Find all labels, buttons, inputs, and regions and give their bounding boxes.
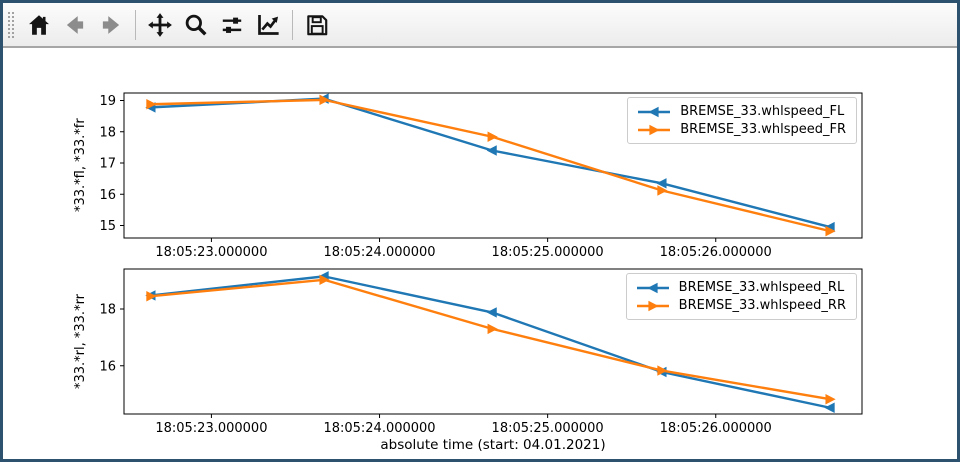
x-tick-label: 18:05:25.000000 xyxy=(492,245,604,260)
y-tick-label: 16 xyxy=(99,359,116,374)
x-tick-label: 18:05:26.000000 xyxy=(660,245,772,260)
x-tick-label: 18:05:24.000000 xyxy=(323,245,435,260)
data-point-marker xyxy=(487,323,498,335)
data-point-marker xyxy=(487,131,498,142)
toolbar-separator xyxy=(135,9,136,40)
back-button[interactable] xyxy=(58,7,92,43)
x-tick-label: 18:05:24.000000 xyxy=(323,421,435,436)
x-tick-label: 18:05:25.000000 xyxy=(492,421,604,436)
legend-label: BREMSE_33.whlspeed_RL xyxy=(678,280,845,295)
y-axis-label-top: *33.*fl, *33.*fr xyxy=(73,118,88,213)
legend-label: BREMSE_33.whlspeed_FR xyxy=(680,122,846,137)
sliders-icon xyxy=(222,17,242,33)
legend-marker-triangle-right xyxy=(636,300,669,311)
data-point-marker xyxy=(656,178,667,189)
configure-subplots-button[interactable] xyxy=(215,7,249,43)
subplot-top[interactable]: 18:05:23.000000 18:05:24.000000 18:05:25.0… xyxy=(99,92,863,260)
x-axis-label: absolute time (start: 04.01.2021) xyxy=(380,437,606,453)
data-point-marker xyxy=(319,274,330,285)
y-tick-label: 19 xyxy=(99,94,116,109)
magnifier-icon xyxy=(185,14,207,36)
x-tick-label: 18:05:23.000000 xyxy=(155,245,267,260)
zoom-button[interactable] xyxy=(179,7,213,43)
legend-label: BREMSE_33.whlspeed_RR xyxy=(678,298,846,313)
home-button[interactable] xyxy=(22,7,56,43)
legend-entry: BREMSE_33.whlspeed_RR xyxy=(636,298,846,313)
line-chart-icon xyxy=(257,14,279,35)
y-tick-label: 16 xyxy=(99,188,116,203)
data-point-marker xyxy=(319,94,330,106)
save-button[interactable] xyxy=(300,7,334,43)
legend-entry: BREMSE_33.whlspeed_RL xyxy=(636,280,846,295)
data-point-marker xyxy=(486,307,497,318)
toolbar-separator xyxy=(292,9,293,40)
x-tick-label: 18:05:23.000000 xyxy=(155,421,267,436)
forward-button[interactable] xyxy=(94,7,128,43)
y-tick-label: 15 xyxy=(99,219,116,234)
legend-entry: BREMSE_33.whlspeed_FL xyxy=(637,104,846,119)
legend-marker-triangle-right xyxy=(638,124,671,135)
legend-marker-triangle-left xyxy=(638,106,671,117)
data-point-marker xyxy=(824,402,835,413)
data-point-marker xyxy=(146,291,157,302)
pan-button[interactable] xyxy=(143,7,177,43)
y-axis-label-bottom: *33.*rl, *33.*rr xyxy=(73,293,88,390)
matplotlib-toolbar xyxy=(3,3,957,48)
legend-label: BREMSE_33.whlspeed_FL xyxy=(680,104,845,119)
legend-top: BREMSE_33.whlspeed_FL BREMSE_33.whlspeed… xyxy=(627,97,857,144)
arrow-left-icon xyxy=(66,15,84,34)
arrow-right-icon xyxy=(102,15,120,34)
x-tick-label: 18:05:26.000000 xyxy=(660,421,772,436)
subplot-bottom[interactable]: 18:05:23.000000 18:05:24.000000 18:05:25.0… xyxy=(99,268,863,436)
data-point-marker xyxy=(146,99,157,110)
floppy-disk-icon xyxy=(307,14,328,35)
legend-bottom: BREMSE_33.whlspeed_RL BREMSE_33.whlspeed… xyxy=(625,273,857,320)
data-point-marker xyxy=(657,185,668,196)
figure-canvas[interactable]: 18:05:23.000000 18:05:24.000000 18:05:25.0… xyxy=(3,50,957,459)
y-tick-label: 18 xyxy=(99,303,116,318)
legend-entry: BREMSE_33.whlspeed_FR xyxy=(637,122,846,137)
y-tick-label: 17 xyxy=(99,157,116,172)
legend-marker-triangle-left xyxy=(636,282,669,293)
plots-svg[interactable]: 18:05:23.000000 18:05:24.000000 18:05:25.0… xyxy=(3,50,957,459)
y-tick-label: 18 xyxy=(99,125,116,140)
data-point-marker xyxy=(825,394,836,405)
edit-parameters-button[interactable] xyxy=(251,7,285,43)
home-icon xyxy=(29,14,49,35)
data-point-marker xyxy=(486,145,497,156)
data-point-marker xyxy=(657,365,668,376)
move-arrows-icon xyxy=(148,12,172,37)
toolbar-drag-handle[interactable] xyxy=(6,9,14,40)
data-point-marker xyxy=(825,225,836,237)
